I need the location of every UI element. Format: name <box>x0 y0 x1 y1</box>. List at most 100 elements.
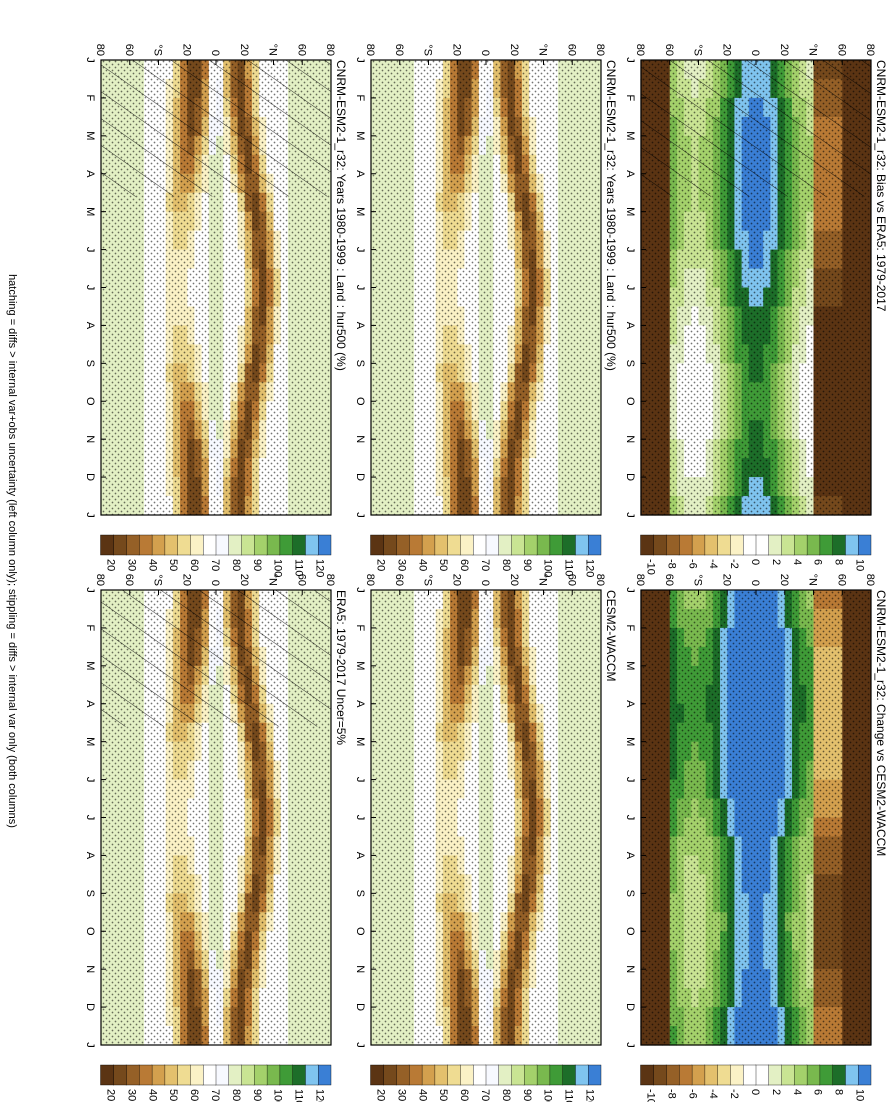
colorbar-label: 4 <box>791 559 803 565</box>
colorbar-swatch <box>472 1064 487 1086</box>
colorbar-swatch <box>742 534 757 556</box>
x-tick-label: J <box>84 57 96 63</box>
panel-title: CNRM-ESM2-1_r32: Years 1980-1999 : Land … <box>334 60 348 371</box>
y-tick-label: 80 <box>364 44 376 56</box>
x-tick-label: J <box>354 247 366 253</box>
colorbar-swatch <box>395 1064 410 1086</box>
y-tick-label: °S <box>152 574 164 586</box>
colorbar-swatch <box>844 534 859 556</box>
colorbar-swatch <box>498 1064 512 1086</box>
colorbar-label: 30 <box>395 559 407 571</box>
y-tick-label: 20 <box>720 44 732 56</box>
colorbar-label: 30 <box>125 559 137 571</box>
colorbar-swatch <box>317 1064 332 1086</box>
colorbar-label: 110 <box>563 1089 575 1102</box>
colorbar-label: 90 <box>521 559 533 571</box>
x-tick-label: A <box>84 170 96 178</box>
x-tick-label: M <box>624 207 636 216</box>
colorbar-swatch <box>446 1064 461 1086</box>
y-tick-label: 80 <box>864 44 876 56</box>
x-tick-label: J <box>624 285 636 291</box>
y-tick-label: 60 <box>295 44 307 56</box>
colorbar-swatch <box>125 534 140 556</box>
x-tick-label: S <box>624 360 636 367</box>
colorbar-swatch <box>587 534 602 556</box>
x-tick-label: J <box>354 285 366 291</box>
y-tick-label: 60 <box>393 44 405 56</box>
colorbar-swatch <box>421 534 436 556</box>
colorbar-swatch <box>704 534 718 556</box>
y-tick-label: °S <box>422 44 434 56</box>
x-tick-label: J <box>624 512 636 518</box>
colorbar-swatch <box>806 534 821 556</box>
y-tick-label: 20 <box>508 44 520 56</box>
x-tick-label: J <box>84 247 96 253</box>
colorbar-swatch <box>561 1064 576 1086</box>
colorbar-label: 100 <box>272 1089 284 1102</box>
colorbar-swatch <box>291 534 306 556</box>
colorbar-swatch <box>549 1064 563 1086</box>
colorbar-swatch <box>100 1064 114 1086</box>
colorbar-swatch <box>523 1064 538 1086</box>
y-tick-label: °N <box>807 44 819 56</box>
x-tick-label: F <box>84 625 96 632</box>
y-tick-label: 80 <box>324 44 336 56</box>
colorbar-swatch <box>459 1064 474 1086</box>
colorbar-swatch <box>857 534 872 556</box>
colorbar-label: 50 <box>437 559 449 571</box>
colorbar-swatch <box>434 1064 448 1086</box>
colorbar-label: -10 <box>644 559 656 575</box>
x-tick-label: A <box>354 170 366 178</box>
colorbar-label: 10 <box>854 559 866 571</box>
colorbar-swatch <box>113 1064 127 1086</box>
colorbar-swatch <box>291 1064 306 1086</box>
x-tick-label: J <box>84 1042 96 1048</box>
x-tick-label: J <box>354 777 366 783</box>
x-tick-label: J <box>84 777 96 783</box>
panel-title: ERA5: 1979-2017 Uncer=5% <box>334 590 348 745</box>
colorbar-label: 30 <box>125 1089 137 1101</box>
y-tick-label: 80 <box>634 44 646 56</box>
colorbar-swatch <box>215 1064 229 1086</box>
colorbar-swatch <box>768 534 782 556</box>
colorbar-swatch <box>266 1064 281 1086</box>
colorbar-label: 50 <box>437 1089 449 1101</box>
y-tick-label: 80 <box>324 574 336 586</box>
colorbar-label: 120 <box>314 559 326 577</box>
panel-title: CESM2-WACCM <box>604 590 618 682</box>
colorbar-swatch <box>831 534 846 556</box>
x-tick-label: A <box>354 700 366 708</box>
colorbar-swatch <box>574 1064 589 1086</box>
x-tick-label: D <box>84 1003 96 1011</box>
colorbar-label: 120 <box>314 1089 326 1102</box>
y-tick-label: 60 <box>565 44 577 56</box>
y-tick-label: 60 <box>663 44 675 56</box>
x-tick-label: M <box>354 737 366 746</box>
colorbar-label: 90 <box>251 1089 263 1101</box>
y-tick-label: °N <box>267 44 279 56</box>
colorbar-swatch <box>395 534 410 556</box>
colorbar-swatch <box>370 534 384 556</box>
x-tick-label: M <box>624 131 636 140</box>
colorbar-swatch <box>202 534 217 556</box>
x-tick-label: D <box>84 473 96 481</box>
x-tick-label: S <box>354 360 366 367</box>
colorbar-swatch <box>370 1064 384 1086</box>
colorbar-swatch <box>176 1064 191 1086</box>
y-tick-label: 20 <box>450 44 462 56</box>
x-tick-label: J <box>624 247 636 253</box>
colorbar-label: -6 <box>686 559 698 569</box>
colorbar-swatch <box>678 534 693 556</box>
colorbar-swatch <box>587 1064 602 1086</box>
colorbar-swatch <box>383 534 397 556</box>
colorbar-swatch <box>780 534 795 556</box>
x-tick-label: A <box>84 852 96 860</box>
x-tick-label: O <box>354 397 366 406</box>
colorbar-swatch <box>485 1064 499 1086</box>
colorbar-swatch <box>640 534 654 556</box>
colorbar-swatch <box>240 534 255 556</box>
colorbar-label: 100 <box>272 559 284 577</box>
colorbar-label: 100 <box>542 1089 554 1102</box>
y-tick-label: 60 <box>123 44 135 56</box>
